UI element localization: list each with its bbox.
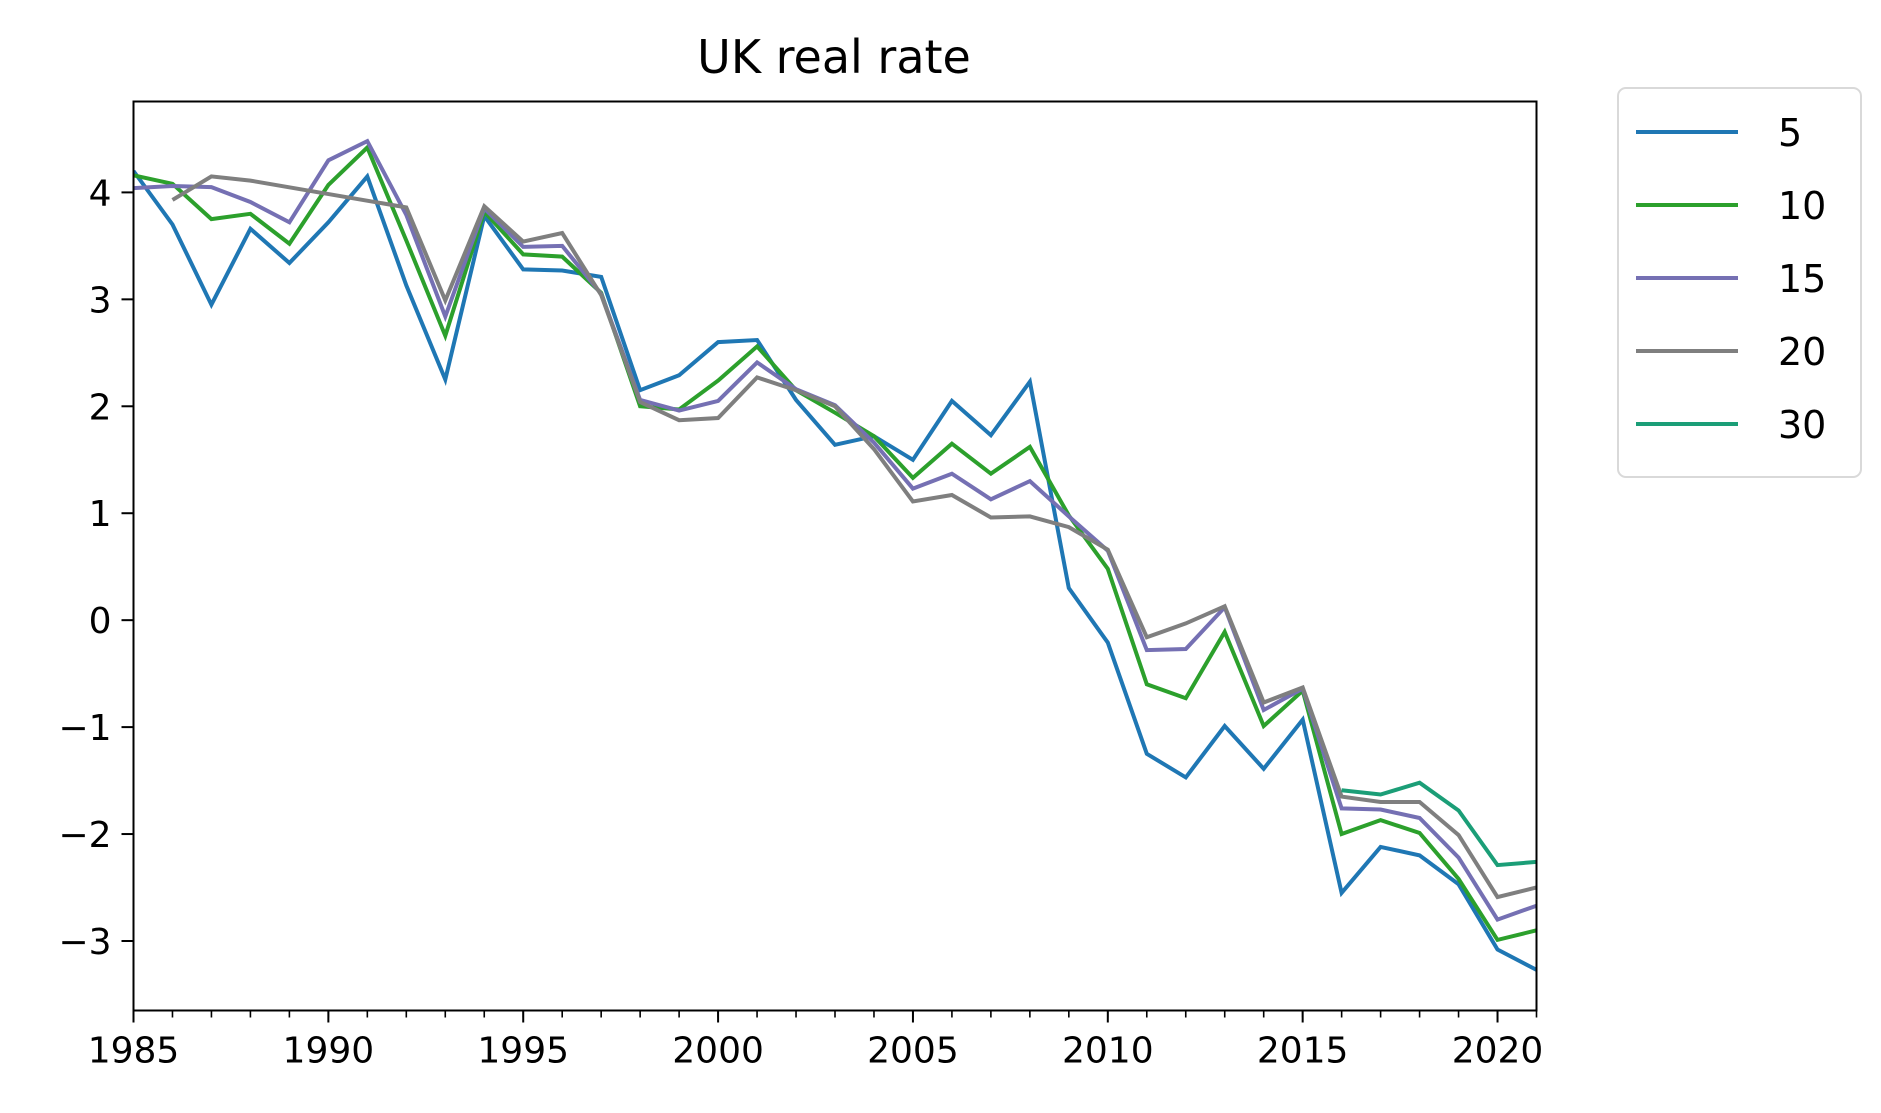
series-line-5 — [133, 169, 1537, 972]
y-tick-label: −3 — [58, 922, 111, 963]
legend-label: 10 — [1778, 184, 1826, 228]
y-axis: 4 3 2 1 0 −1 −2 −3 — [58, 173, 134, 963]
y-tick-label: −1 — [58, 708, 111, 749]
x-tick-label: 2015 — [1257, 1031, 1349, 1072]
y-tick-label: 3 — [89, 280, 112, 321]
plot-frame — [132, 100, 1538, 1012]
y-tick-label: 4 — [89, 173, 112, 214]
y-tick-label: 1 — [89, 494, 112, 535]
plot-lines — [133, 138, 1537, 972]
series-line-30 — [1341, 780, 1537, 868]
legend-label: 30 — [1778, 403, 1826, 447]
x-tick-label: 1985 — [88, 1031, 180, 1072]
legend-label: 15 — [1778, 257, 1826, 301]
x-tick-label: 2010 — [1062, 1031, 1154, 1072]
legend-frame — [1617, 87, 1862, 478]
x-tick-label: 2000 — [672, 1031, 764, 1072]
x-axis: 1985 1990 1995 2000 2005 2010 2015 2020 — [88, 1010, 1544, 1072]
y-tick-label: 0 — [89, 601, 112, 642]
chart-title: UK real rate — [697, 30, 971, 84]
series-line-20 — [171, 174, 1537, 900]
x-tick-label: 2005 — [867, 1031, 959, 1072]
x-tick-label: 1995 — [477, 1031, 569, 1072]
legend-label: 5 — [1778, 111, 1802, 155]
x-tick-label: 1990 — [283, 1031, 375, 1072]
legend: 5 10 15 20 30 — [1617, 87, 1862, 478]
series-line-15 — [133, 138, 1537, 923]
x-tick-label: 2020 — [1452, 1031, 1544, 1072]
legend-label: 20 — [1778, 330, 1826, 374]
y-tick-label: −2 — [58, 815, 111, 856]
y-tick-label: 2 — [89, 387, 112, 428]
